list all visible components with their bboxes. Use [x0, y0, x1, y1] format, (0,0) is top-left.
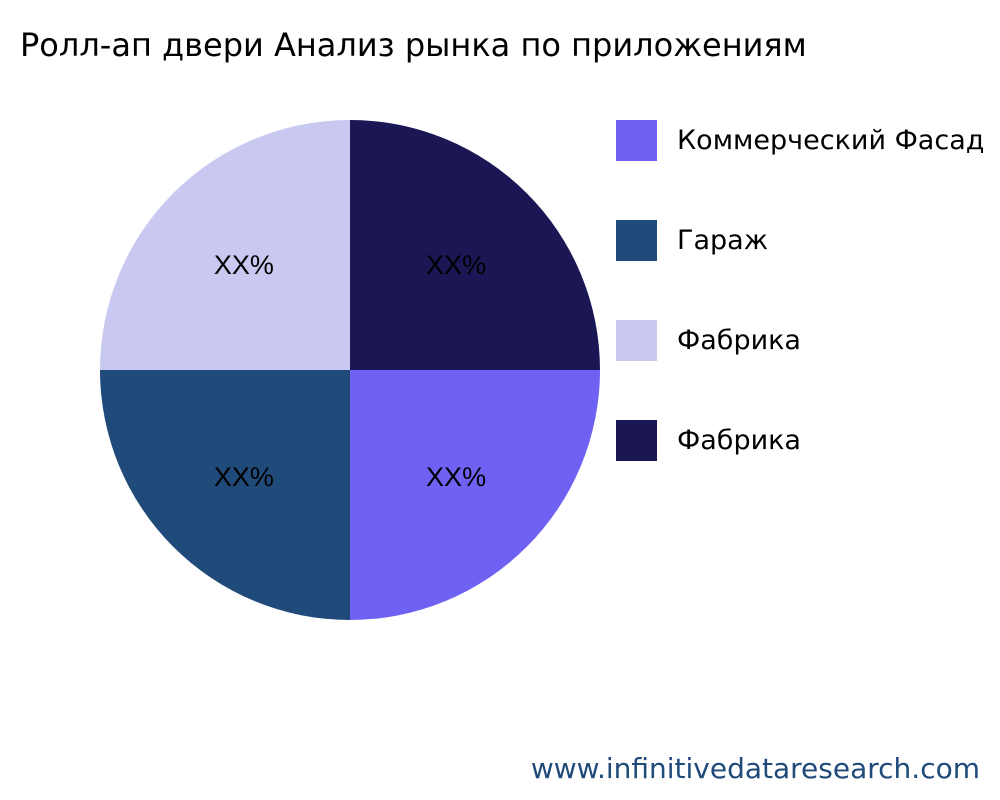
legend-label: Коммерческий Фасад: [677, 124, 985, 156]
slice-data-label: XX%: [214, 250, 274, 280]
legend-item: Коммерческий Фасад: [616, 119, 984, 161]
slice-data-label: XX%: [426, 462, 486, 492]
pie-slice: [100, 120, 350, 370]
legend-swatch: [616, 119, 657, 161]
pie-slice: [350, 370, 600, 620]
slice-data-label: XX%: [214, 462, 274, 492]
legend-item: Фабрика: [616, 419, 801, 461]
pie-slice: [100, 370, 350, 620]
legend-swatch: [616, 319, 657, 361]
legend-label: Фабрика: [677, 324, 801, 356]
pie-slice: [350, 120, 600, 370]
legend-label: Гараж: [677, 224, 769, 256]
legend-item: Фабрика: [616, 319, 801, 361]
slice-data-label: XX%: [426, 250, 486, 280]
legend-item: Гараж: [616, 219, 768, 261]
legend-label: Фабрика: [677, 424, 801, 456]
legend-swatch: [616, 219, 657, 261]
chart-title: Ролл-ап двери Анализ рынка по приложения…: [20, 26, 807, 64]
watermark: www.infinitivedataresearch.com: [530, 752, 980, 785]
legend-swatch: [616, 419, 657, 461]
